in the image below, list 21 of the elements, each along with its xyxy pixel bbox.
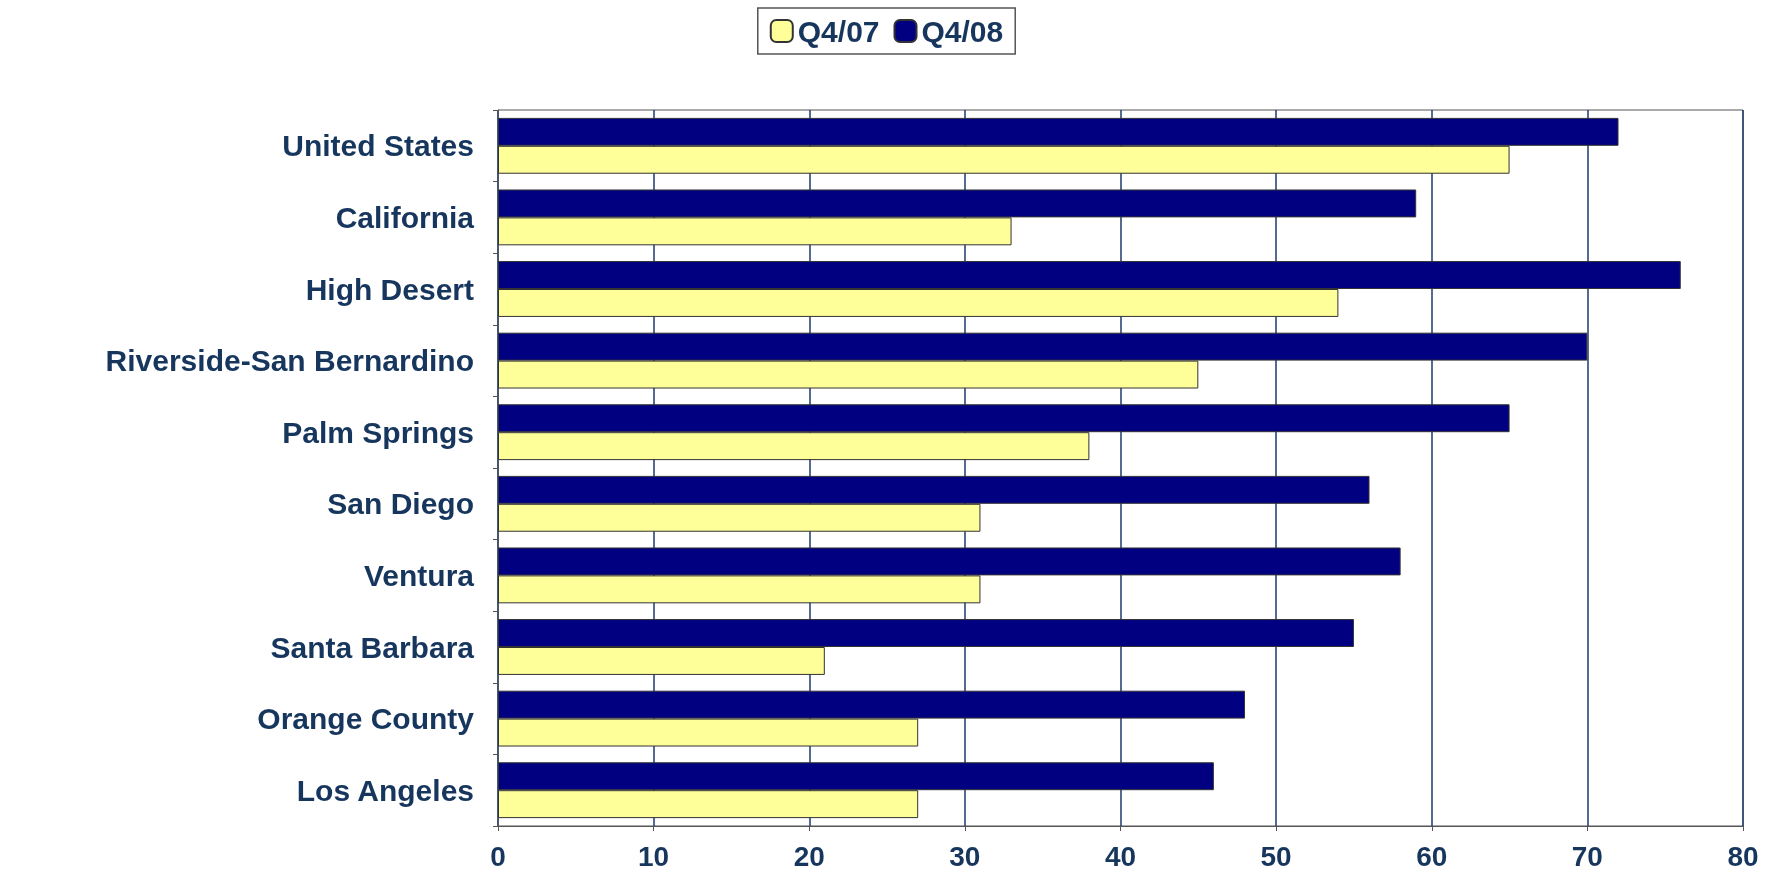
y-tick-label: Orange County [257,702,475,736]
legend-label: Q4/08 [921,14,1004,48]
x-tick-label: 70 [1571,840,1603,872]
y-tick-label: Ventura [363,558,475,592]
y-tick-label: San Diego [327,487,474,521]
y-tick-label: United States [282,129,474,163]
x-tick-label: 50 [1260,840,1292,872]
y-tick-label: Santa Barbara [270,630,475,664]
x-tick-label: 40 [1104,840,1137,872]
x-tick-label: 20 [793,840,825,872]
x-tick-label: 0 [490,840,506,872]
x-tick-label: 60 [1416,840,1448,872]
y-tick-label: High Desert [305,272,474,306]
x-tick-label: 10 [638,840,670,872]
y-tick-label: California [335,200,475,234]
y-tick-label: Riverside-San Bernardino [105,344,474,378]
legend-label: Q4/07 [797,14,880,48]
y-tick-label: Palm Springs [282,415,474,449]
y-tick-label: Los Angeles [296,773,474,807]
x-tick-label: 30 [949,840,981,872]
x-tick-label: 80 [1727,840,1759,872]
